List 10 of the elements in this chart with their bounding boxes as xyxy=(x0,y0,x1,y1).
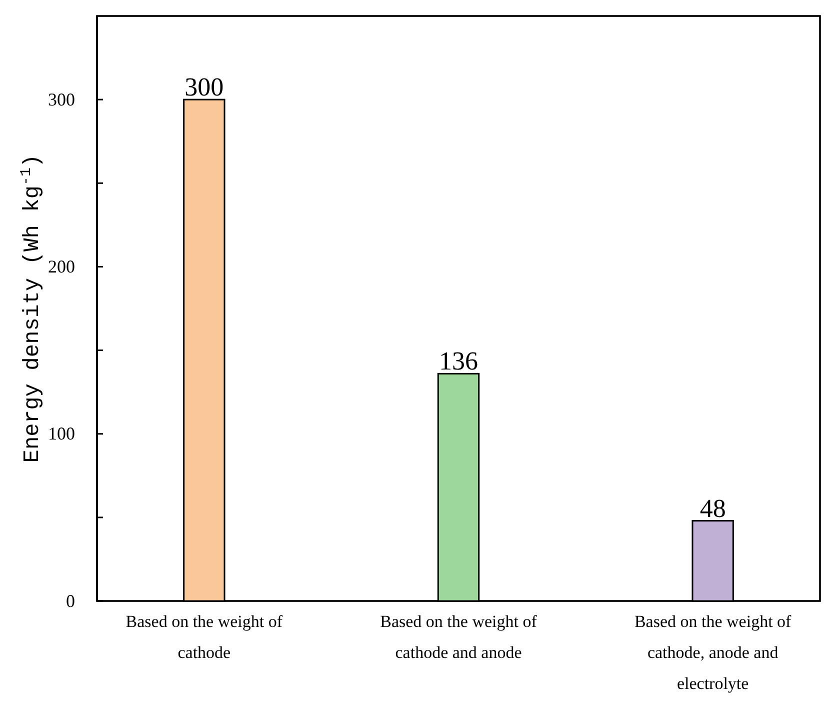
x-tick-label: Based on the weight of cathode, anode and electrolyte xyxy=(634,612,792,693)
y-tick-label: 0 xyxy=(66,590,75,611)
y-tick-label: 300 xyxy=(48,89,75,110)
y-tick-label: 100 xyxy=(48,424,75,444)
y-tick-label: 200 xyxy=(48,256,75,276)
x-tick-label: Based on the weight of cathode and anode xyxy=(380,612,538,662)
data-label: 48 xyxy=(700,494,726,523)
data-label: 136 xyxy=(439,346,478,376)
x-tick-label: Based on the weight of cathode xyxy=(126,612,283,662)
data-label: 300 xyxy=(184,72,224,102)
